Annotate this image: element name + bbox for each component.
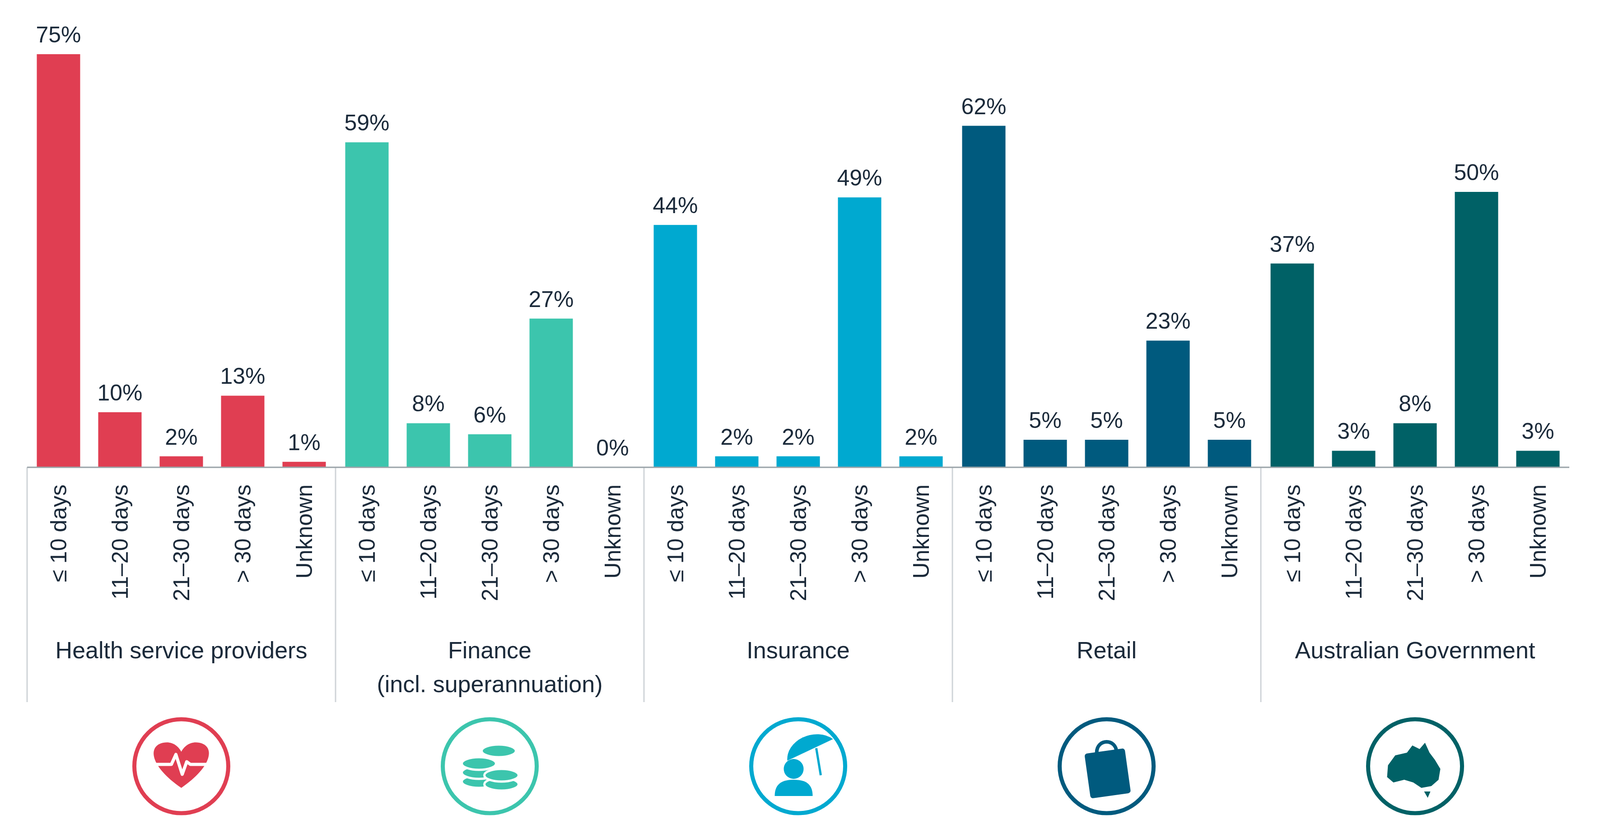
data-label: 49% (836, 165, 882, 191)
bar (1393, 423, 1437, 468)
data-label: 2% (904, 424, 938, 450)
bar (715, 456, 759, 468)
group-separator (951, 467, 954, 703)
bar (159, 456, 204, 468)
data-label: 27% (528, 286, 574, 313)
data-label: 3% (1337, 418, 1370, 444)
group-label: Health service providers (55, 637, 308, 664)
group-label: Australian Government (1295, 637, 1536, 664)
group-icon (134, 719, 229, 814)
data-label: 2% (164, 424, 198, 450)
data-label: 5% (1212, 407, 1246, 434)
baseline (27, 466, 1570, 469)
category-label: Unknown (1217, 484, 1243, 579)
data-label: 37% (1269, 231, 1315, 257)
bar (776, 456, 821, 468)
category-label: 11–20 days (1341, 484, 1367, 600)
bar (1516, 450, 1560, 468)
labels: 75% ≤ 10 days 10% 11–20 days 2% 21–30 days 13%… (35, 22, 1554, 698)
bar (1085, 439, 1129, 468)
bar (529, 318, 574, 468)
category-label: Unknown (600, 484, 626, 579)
data-label: 23% (1145, 308, 1191, 334)
group-icon (751, 719, 846, 814)
category-label: 11–20 days (415, 484, 442, 600)
data-label: 2% (781, 424, 815, 450)
bar (1023, 439, 1068, 468)
category-label: > 30 days (1464, 484, 1490, 584)
category-label: ≤ 10 days (1279, 484, 1306, 583)
data-label: 0% (596, 435, 629, 461)
data-label: 2% (720, 424, 753, 450)
category-label: > 30 days (847, 484, 873, 584)
group-separator (335, 467, 337, 703)
group-label: Retail (1076, 637, 1137, 664)
bar (37, 54, 81, 468)
category-label: > 30 days (1155, 484, 1181, 584)
data-label: 8% (1398, 391, 1432, 417)
category-label: ≤ 10 days (46, 484, 72, 583)
data-label: 13% (219, 363, 266, 389)
group-separator (26, 467, 28, 703)
bar (282, 461, 327, 468)
bar (406, 423, 451, 468)
category-label: Unknown (291, 484, 318, 579)
category-label: ≤ 10 days (662, 484, 689, 583)
group-separator (643, 467, 645, 703)
bar (1146, 340, 1190, 468)
group-label: (incl. superannuation) (376, 671, 603, 698)
bar (468, 434, 512, 468)
data-label: 62% (960, 93, 1007, 120)
bar (838, 197, 882, 468)
data-label: 44% (652, 192, 698, 219)
chart-container: 75% ≤ 10 days 10% 11–20 days 2% 21–30 days 13%… (0, 0, 1600, 824)
bar (899, 456, 943, 468)
group-label: Finance (447, 637, 532, 664)
group-icon (1368, 719, 1463, 814)
bar (1455, 191, 1499, 468)
data-label: 10% (97, 380, 143, 406)
chart: 75% ≤ 10 days 10% 11–20 days 2% 21–30 days 13%… (0, 0, 1600, 824)
group-separator (1260, 467, 1262, 703)
group-label: Insurance (746, 637, 850, 664)
data-label: 1% (287, 429, 321, 456)
bar (98, 412, 142, 468)
bar (1208, 439, 1252, 468)
category-label: > 30 days (538, 484, 565, 584)
category-label: Unknown (908, 484, 934, 579)
bar (653, 224, 698, 468)
category-label: Unknown (1525, 484, 1551, 579)
data-label: 5% (1090, 407, 1123, 434)
category-label: ≤ 10 days (354, 484, 380, 583)
group-icon (443, 719, 537, 814)
data-label: 6% (473, 402, 506, 428)
data-label: 50% (1453, 159, 1499, 186)
group-icon (1059, 719, 1154, 814)
bar (1270, 263, 1315, 468)
category-label: 21–30 days (785, 484, 812, 602)
category-label: 21–30 days (1094, 484, 1120, 602)
data-label: 5% (1028, 407, 1062, 434)
category-label: > 30 days (230, 484, 256, 584)
data-label: 59% (344, 110, 390, 136)
category-label: 21–30 days (1402, 484, 1428, 602)
category-label: 11–20 days (724, 484, 750, 600)
bars (37, 54, 1560, 468)
data-label: 3% (1521, 418, 1554, 444)
data-label: 8% (411, 391, 445, 417)
data-label: 75% (35, 22, 81, 48)
bar (345, 142, 389, 468)
bar (1332, 450, 1376, 468)
category-label: ≤ 10 days (971, 484, 997, 583)
bar (221, 395, 265, 468)
category-label: 21–30 days (168, 484, 195, 602)
category-label: 11–20 days (107, 484, 133, 600)
category-label: 21–30 days (477, 484, 503, 602)
category-label: 11–20 days (1032, 484, 1059, 600)
bar (962, 125, 1006, 468)
